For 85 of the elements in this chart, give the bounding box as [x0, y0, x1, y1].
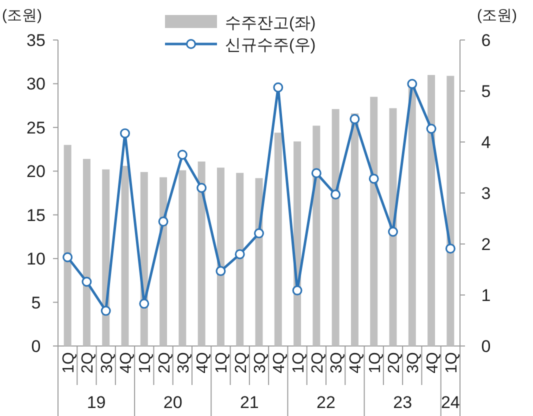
- point: [311, 168, 322, 178]
- x-tick-label: 1Q: [60, 352, 78, 374]
- y2-tick-label: 3: [481, 184, 491, 203]
- point: [388, 226, 398, 237]
- bar: [255, 178, 263, 346]
- text: 24: [440, 393, 460, 412]
- point: [177, 150, 188, 160]
- x-tick-label: 4Q: [271, 352, 288, 374]
- y-tick-label: 25: [26, 118, 46, 138]
- bar: [216, 168, 224, 346]
- y2-axis-title: (조원): [477, 7, 517, 24]
- point: [196, 182, 207, 193]
- bar: [370, 96, 378, 346]
- y-tick-label: 5: [31, 293, 41, 312]
- point: [368, 174, 379, 184]
- point: [445, 244, 456, 254]
- bar: [389, 108, 397, 346]
- bar: [121, 166, 129, 346]
- y-tick-label: 10: [26, 250, 46, 269]
- x-tick-label: 1Q: [443, 352, 460, 374]
- x-tick-label: 3Q: [98, 352, 116, 374]
- bar: [446, 76, 454, 346]
- y-tick-label: 15: [26, 206, 46, 225]
- bar: [332, 109, 340, 346]
- x-tick-label: 2Q: [309, 352, 326, 374]
- x-tick-label: 1Q: [366, 352, 384, 374]
- x-tick-label: 3Q: [252, 352, 269, 374]
- point: [426, 124, 436, 134]
- x-tick-label: 2Q: [80, 352, 97, 374]
- bar: [160, 177, 168, 346]
- y2-tick-label: 4: [481, 133, 491, 152]
- y-tick-label: 20: [26, 162, 46, 182]
- y-tick-label: 35: [26, 31, 46, 50]
- legend-label: 신규수주(우): [225, 37, 316, 54]
- bar: [178, 170, 186, 346]
- point: [350, 114, 360, 124]
- y-tick-label: 30: [26, 74, 46, 94]
- y2-tick-label: 1: [481, 286, 491, 305]
- x-tick-label: 1Q: [290, 352, 308, 374]
- y2-tick-label: 5: [481, 82, 491, 101]
- point: [407, 78, 418, 89]
- point: [139, 298, 150, 309]
- text: 19: [86, 393, 106, 412]
- y2-tick-label: 0: [481, 337, 491, 356]
- point: [273, 82, 284, 92]
- point: [234, 249, 245, 260]
- y-axis-title: (조원): [2, 7, 42, 24]
- y2-tick-label: 2: [481, 235, 491, 254]
- x-tick-label: 4Q: [348, 352, 365, 374]
- x-tick-label: 4Q: [424, 352, 442, 374]
- text: 22: [316, 393, 336, 412]
- bar: [408, 85, 416, 346]
- point: [216, 266, 226, 276]
- y2-tick-label: 6: [481, 31, 491, 50]
- bar: [82, 158, 90, 346]
- point: [292, 285, 302, 296]
- point: [254, 228, 264, 238]
- point: [100, 306, 111, 316]
- x-tick-label: 1Q: [214, 352, 231, 374]
- x-tick-label: 2Q: [386, 352, 403, 374]
- x-tick-label: 4Q: [118, 352, 135, 374]
- x-tick-label: 1Q: [137, 352, 154, 374]
- x-tick-label: 2Q: [156, 352, 174, 374]
- x-tick-label: 2Q: [232, 352, 250, 374]
- text: 21: [240, 393, 259, 412]
- x-tick-label: 4Q: [194, 352, 212, 374]
- text: 20: [163, 393, 182, 412]
- bar: [198, 162, 206, 346]
- point: [158, 216, 168, 227]
- x-tick-label: 3Q: [405, 352, 422, 374]
- y-tick-label: 0: [31, 337, 41, 356]
- x-tick-label: 3Q: [328, 352, 346, 374]
- bar: [312, 126, 320, 346]
- bar: [64, 144, 72, 346]
- point: [62, 252, 73, 262]
- bar: [274, 132, 282, 346]
- point: [120, 128, 130, 138]
- point: [82, 276, 92, 287]
- x-tick-label: 3Q: [175, 352, 192, 374]
- bar: [236, 172, 244, 346]
- point: [330, 190, 341, 200]
- legend-label: 수주잔고(좌): [225, 15, 316, 32]
- text: 23: [393, 393, 412, 412]
- bar: [350, 113, 358, 346]
- bar: [428, 74, 436, 346]
